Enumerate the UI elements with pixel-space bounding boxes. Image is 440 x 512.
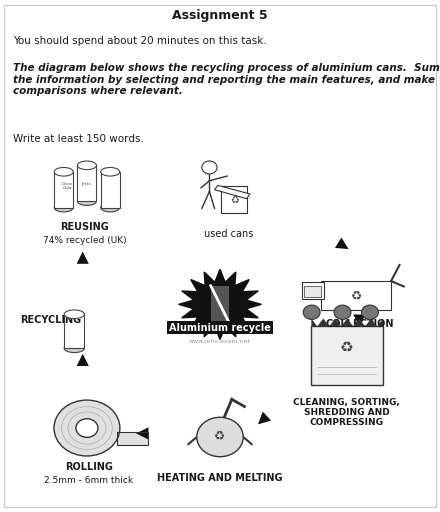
Bar [221, 186, 247, 213]
Text: Assignment 5: Assignment 5 [172, 9, 268, 22]
Circle shape [54, 400, 120, 456]
Ellipse shape [101, 167, 120, 176]
Circle shape [303, 305, 320, 319]
Bar [311, 326, 383, 385]
Text: ♻: ♻ [230, 195, 239, 205]
Ellipse shape [54, 203, 73, 212]
Text: 74% recycled (UK): 74% recycled (UK) [43, 237, 127, 245]
Text: Jetts: Jetts [82, 182, 92, 186]
Polygon shape [117, 432, 148, 445]
Bar [302, 282, 324, 299]
Text: used cans: used cans [204, 229, 253, 239]
Circle shape [197, 417, 243, 457]
Bar [211, 286, 229, 323]
Text: CLEANING, SORTING,
SHREDDING AND
COMPRESSING: CLEANING, SORTING, SHREDDING AND COMPRES… [293, 397, 400, 428]
Circle shape [202, 161, 217, 174]
Bar [167, 321, 273, 334]
Text: COLLECTION: COLLECTION [325, 318, 394, 329]
Circle shape [334, 305, 351, 319]
Bar [64, 314, 84, 348]
Text: ROLLING: ROLLING [65, 462, 113, 472]
Polygon shape [179, 269, 261, 339]
Ellipse shape [77, 161, 96, 169]
Ellipse shape [54, 167, 73, 176]
Text: You should spend about 20 minutes on this task.: You should spend about 20 minutes on thi… [13, 35, 267, 46]
Bar [304, 287, 320, 297]
Text: 2.5mm - 6mm thick: 2.5mm - 6mm thick [44, 476, 134, 485]
Polygon shape [215, 185, 250, 199]
Circle shape [362, 305, 378, 319]
Text: www.ielts-exam.net: www.ielts-exam.net [189, 339, 251, 344]
Ellipse shape [64, 310, 84, 318]
Bar [321, 281, 391, 310]
Ellipse shape [64, 344, 84, 353]
Text: The diagram below shows the recycling process of aluminium cans.  Summarise
the : The diagram below shows the recycling pr… [13, 63, 440, 96]
Text: ♻: ♻ [351, 289, 362, 302]
Text: Coca
Cola: Coca Cola [62, 182, 73, 190]
Text: ♻: ♻ [340, 340, 353, 355]
Bar [101, 172, 120, 208]
Circle shape [76, 419, 98, 437]
Text: RECYCLING: RECYCLING [21, 315, 81, 325]
Text: Aluminium recycle: Aluminium recycle [169, 323, 271, 333]
Text: REUSING: REUSING [60, 222, 109, 232]
Text: HEATING AND MELTING: HEATING AND MELTING [157, 473, 283, 483]
Bar [54, 172, 73, 208]
Ellipse shape [77, 197, 96, 205]
Ellipse shape [101, 203, 120, 212]
Text: Write at least 150 words.: Write at least 150 words. [13, 134, 144, 144]
Bar [77, 165, 96, 201]
Text: ♻: ♻ [214, 429, 226, 442]
